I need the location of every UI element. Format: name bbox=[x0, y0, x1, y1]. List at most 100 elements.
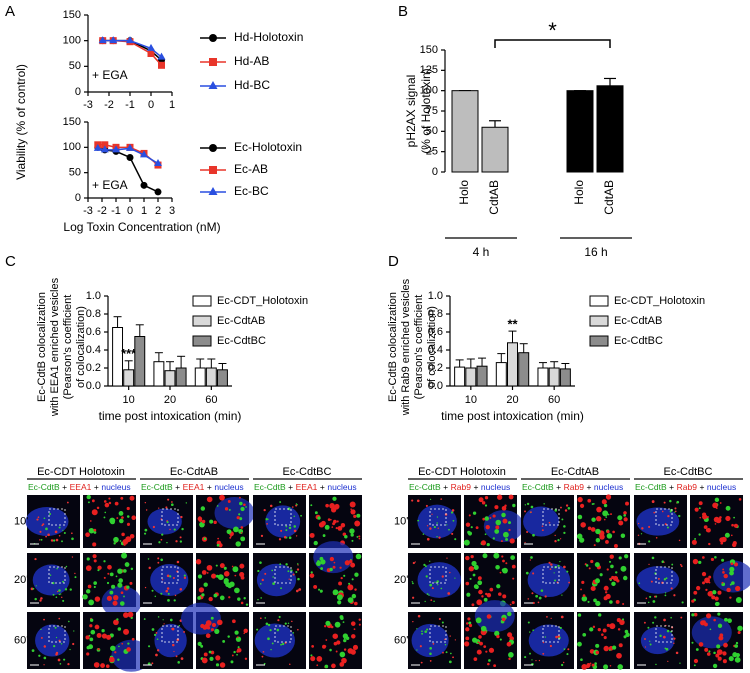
vesicle bbox=[640, 533, 643, 535]
vesicle bbox=[344, 560, 350, 566]
vesicle bbox=[201, 593, 205, 597]
vesicle bbox=[501, 617, 506, 622]
vesicle bbox=[144, 528, 148, 532]
vesicle bbox=[233, 650, 236, 654]
vesicle bbox=[421, 630, 423, 633]
vesicle bbox=[260, 597, 262, 599]
vesicle bbox=[610, 513, 612, 516]
vesicle bbox=[560, 538, 562, 540]
vesicle bbox=[173, 599, 176, 602]
vesicle bbox=[661, 510, 664, 513]
vesicle bbox=[671, 563, 674, 566]
vesicle bbox=[172, 577, 175, 580]
vesicle bbox=[594, 578, 601, 584]
vesicle bbox=[256, 628, 259, 631]
vesicle bbox=[717, 656, 722, 661]
vesicle bbox=[230, 535, 232, 538]
vesicle bbox=[121, 552, 128, 559]
vesicle bbox=[603, 518, 606, 521]
vesicle bbox=[126, 647, 131, 652]
y-axis-label: (% of Holotoxin) bbox=[419, 68, 433, 153]
y-tick-label: 0.8 bbox=[428, 308, 443, 320]
vesicle bbox=[694, 507, 699, 512]
vesicle bbox=[663, 501, 666, 504]
vesicle bbox=[724, 617, 728, 622]
vesicle bbox=[106, 581, 110, 585]
vesicle bbox=[531, 592, 534, 595]
vesicle bbox=[230, 660, 234, 664]
stain-label: Rab9 bbox=[677, 482, 698, 492]
vesicle bbox=[478, 497, 484, 503]
vesicle bbox=[484, 504, 488, 507]
vesicle bbox=[104, 511, 107, 514]
vesicle bbox=[577, 514, 583, 520]
significance: *** bbox=[121, 346, 137, 361]
vesicle bbox=[537, 601, 540, 604]
vesicle bbox=[157, 616, 160, 618]
vesicle bbox=[452, 519, 455, 522]
vesicle bbox=[74, 572, 76, 575]
vesicle bbox=[85, 565, 92, 571]
vesicle bbox=[91, 509, 98, 516]
vesicle bbox=[429, 527, 432, 530]
vesicle bbox=[103, 516, 106, 519]
vesicle bbox=[235, 541, 241, 547]
vesicle bbox=[471, 560, 477, 567]
vesicle bbox=[349, 528, 355, 534]
vesicle bbox=[57, 658, 61, 662]
vesicle bbox=[143, 618, 146, 620]
vesicle bbox=[52, 581, 55, 585]
vesicle bbox=[108, 497, 111, 500]
vesicle bbox=[465, 581, 470, 586]
column-header: Ec-CDT Holotoxin bbox=[37, 466, 125, 478]
vesicle bbox=[666, 526, 669, 529]
vesicle bbox=[245, 506, 247, 508]
vesicle bbox=[309, 573, 315, 578]
vesicle bbox=[39, 539, 41, 541]
vesicle bbox=[474, 584, 479, 590]
stain-label: Ec-CdtB bbox=[254, 482, 286, 492]
vesicle bbox=[92, 542, 97, 547]
vesicle bbox=[732, 541, 737, 546]
vesicle bbox=[530, 556, 533, 559]
vesicle bbox=[169, 528, 171, 531]
vesicle bbox=[117, 627, 122, 631]
vesicle bbox=[203, 582, 208, 587]
vesicle bbox=[616, 579, 620, 583]
vesicle bbox=[58, 589, 61, 592]
zoom-box bbox=[429, 508, 447, 526]
stain-legend: Ec-CdtB + EEA1 + nucleus bbox=[141, 482, 244, 492]
vesicle bbox=[228, 596, 231, 599]
vesicle bbox=[532, 533, 535, 537]
vesicle bbox=[524, 510, 526, 513]
vesicle bbox=[493, 664, 497, 668]
vesicle bbox=[324, 664, 329, 669]
bar bbox=[507, 342, 518, 387]
vesicle bbox=[237, 597, 241, 601]
vesicle bbox=[110, 645, 116, 652]
vesicle bbox=[591, 517, 596, 522]
vesicle bbox=[203, 537, 207, 541]
vesicle bbox=[429, 646, 432, 650]
bar bbox=[451, 90, 479, 173]
vesicle bbox=[155, 631, 158, 634]
vesicle bbox=[489, 587, 494, 592]
legend-label: Ec-CdtAB bbox=[614, 315, 662, 327]
vesicle bbox=[176, 560, 180, 564]
vesicle bbox=[287, 570, 290, 573]
vesicle bbox=[484, 516, 489, 521]
vesicle bbox=[130, 567, 134, 571]
vesicle bbox=[119, 601, 125, 606]
vesicle bbox=[605, 540, 609, 544]
vesicle bbox=[431, 513, 433, 515]
vesicle bbox=[160, 558, 164, 562]
vesicle bbox=[585, 564, 589, 567]
vesicle bbox=[320, 567, 324, 570]
vesicle bbox=[562, 661, 565, 664]
vesicle bbox=[426, 525, 429, 527]
vesicle bbox=[644, 646, 647, 648]
vesicle bbox=[424, 600, 426, 603]
vesicle bbox=[127, 611, 134, 618]
vesicle bbox=[478, 589, 483, 595]
vesicle bbox=[293, 529, 297, 533]
